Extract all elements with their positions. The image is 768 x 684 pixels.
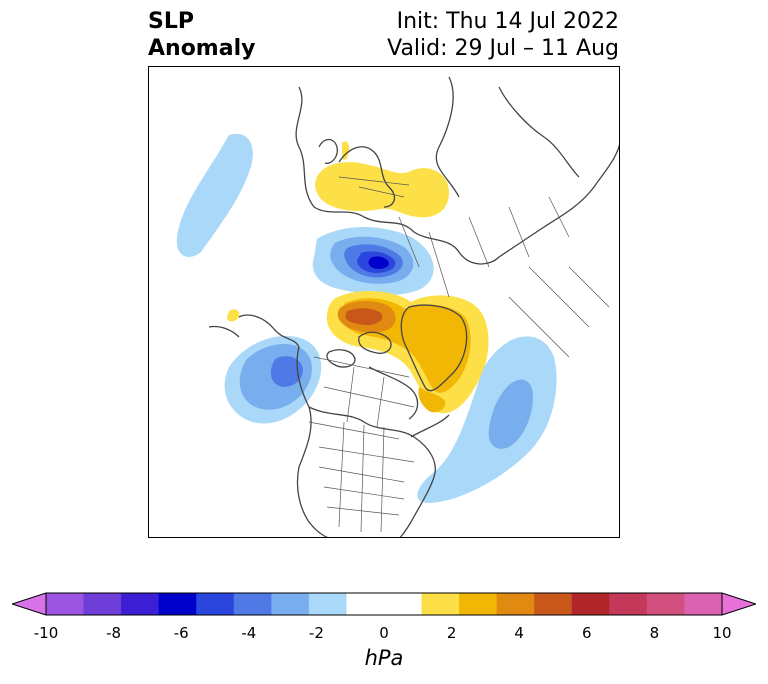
colorbar-bin: [83, 593, 122, 615]
colorbar-bin: [308, 593, 347, 615]
colorbar: [12, 592, 756, 616]
colorbar-tick-label: 10: [712, 624, 732, 642]
anomaly-gulf-of-alaska-low: [224, 335, 322, 424]
colorbar-bin: [121, 593, 160, 615]
colorbar-tick-label: 0: [379, 624, 389, 642]
anomaly-greenland-high: [227, 291, 489, 414]
forecast-dates: Init: Thu 14 Jul 2022 Valid: 29 Jul – 11…: [387, 8, 619, 62]
colorbar-bin: [459, 593, 498, 615]
borders: [308, 176, 610, 533]
anomaly-north-pacific: [176, 133, 253, 257]
colorbar-tick-label: -6: [173, 624, 189, 642]
colorbar-tick-label: -2: [308, 624, 324, 642]
init-date: Init: Thu 14 Jul 2022: [396, 9, 619, 34]
colorbar-extend-high: [722, 593, 756, 615]
valid-period: Valid: 29 Jul – 11 Aug: [387, 36, 619, 61]
colorbar-bin: [46, 593, 85, 615]
title-line-1: SLP: [148, 9, 194, 34]
colorbar-bin: [534, 593, 573, 615]
map-panel: [148, 66, 620, 538]
colorbar-bin: [196, 593, 235, 615]
colorbar-bin: [571, 593, 610, 615]
anomaly-barents-low: [312, 227, 434, 296]
colorbar-bin: [496, 593, 535, 615]
colorbar-bin: [609, 593, 648, 615]
colorbar-tick-label: 6: [582, 624, 592, 642]
map-title: SLP Anomaly: [148, 8, 255, 62]
colorbar-tick-label: 4: [514, 624, 524, 642]
colorbar-bin: [271, 593, 310, 615]
coastlines: [208, 76, 619, 537]
colorbar-bin: [346, 593, 385, 615]
colorbar-bin: [384, 593, 423, 615]
colorbar-tick-label: 2: [446, 624, 457, 642]
anomaly-north-atlantic-low: [417, 336, 557, 503]
colorbar-bins: [46, 593, 723, 615]
colorbar-tick-label: -10: [33, 624, 59, 642]
anomaly-map: [176, 76, 619, 537]
colorbar-bin: [684, 593, 723, 615]
colorbar-bin: [158, 593, 197, 615]
colorbar-bin: [646, 593, 685, 615]
colorbar-tick-label: 8: [649, 624, 660, 642]
colorbar-bin: [421, 593, 460, 615]
colorbar-extend-low: [12, 593, 46, 615]
colorbar-units: hPa: [364, 646, 404, 670]
colorbar-tick-label: -4: [241, 624, 257, 642]
colorbar-bin: [233, 593, 272, 615]
title-line-2: Anomaly: [148, 36, 256, 61]
anomaly-europe-high: [315, 141, 449, 218]
colorbar-tick-label: -8: [106, 624, 122, 642]
